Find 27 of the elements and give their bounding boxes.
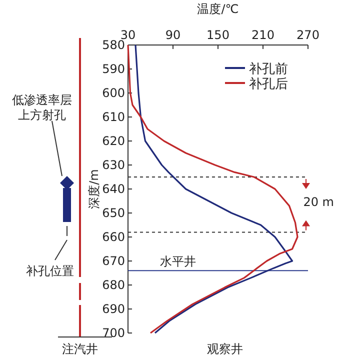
annotation: 20 m [303, 195, 334, 209]
y-tick-label: 610 [102, 110, 125, 124]
x-tick-label: 210 [252, 28, 274, 42]
y-tick-label: 700 [102, 326, 125, 340]
x-tick-label: 270 [296, 28, 320, 42]
x-tick-label: 90 [165, 28, 181, 42]
y-tick-label: 600 [102, 86, 125, 100]
y-tick-label: 580 [102, 38, 125, 52]
y-tick-label: 660 [102, 230, 125, 244]
text: 注汽井 [62, 342, 98, 356]
y-axis-title: 深度/m [87, 169, 101, 209]
ref-line-label: 水平井 [160, 254, 196, 269]
x-axis-title: 温度/℃ [197, 2, 239, 16]
y-tick-label: 680 [102, 278, 125, 292]
text: 观察井 [207, 342, 243, 356]
y-tick-label: 630 [102, 158, 125, 172]
y-tick-label: 590 [102, 62, 125, 76]
y-tick-label: 640 [102, 182, 125, 196]
legend-label: 补孔前 [249, 62, 288, 77]
y-tick-label: 670 [102, 254, 125, 268]
y-tick-label: 650 [102, 206, 125, 220]
y-tick-label: 620 [102, 134, 125, 148]
legend-label: 补孔后 [249, 77, 288, 92]
text: 低渗透率层上方射孔 [12, 93, 72, 122]
y-tick-label: 690 [102, 302, 125, 316]
text: 补孔位置 [26, 264, 74, 278]
x-tick-label: 150 [206, 28, 230, 42]
